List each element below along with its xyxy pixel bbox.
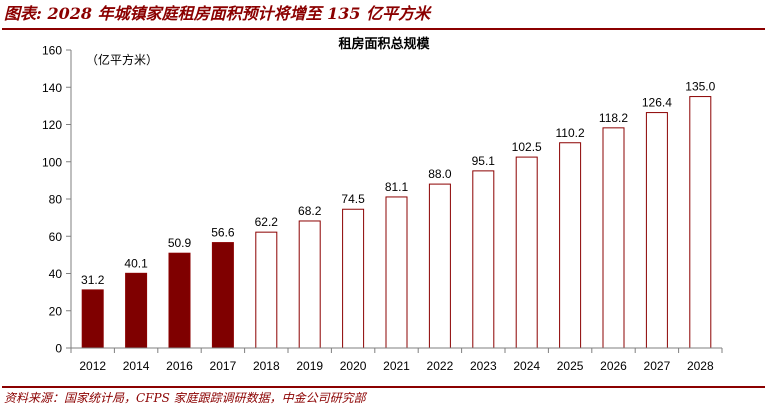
value-label-2020: 74.5 xyxy=(341,192,365,206)
value-label-2018: 62.2 xyxy=(255,215,279,229)
y-tick-label: 80 xyxy=(49,193,63,207)
y-tick-label: 20 xyxy=(49,304,63,318)
bar-2025 xyxy=(559,142,582,349)
value-label-2024: 102.5 xyxy=(512,140,542,154)
bar-2020 xyxy=(342,208,365,349)
bar-2019 xyxy=(298,220,321,349)
y-tick-label: 160 xyxy=(42,44,62,58)
bar-2017 xyxy=(211,242,234,349)
value-label-2014: 40.1 xyxy=(124,256,148,270)
figure-title: 图表: 2028 年城镇家庭租房面积预计将增至 135 亿平方米 xyxy=(4,4,431,23)
x-tick-label-2019: 2019 xyxy=(296,359,323,373)
value-label-2022: 88.0 xyxy=(428,167,452,181)
value-label-2026: 118.2 xyxy=(599,111,628,125)
source-note: 资料来源：国家统计局，CFPS 家庭跟踪调研数据，中金公司研究部 xyxy=(4,391,366,405)
value-label-2016: 50.9 xyxy=(168,236,192,250)
bar-2026 xyxy=(602,127,625,349)
y-tick-label: 100 xyxy=(42,155,62,169)
x-tick-label-2016: 2016 xyxy=(166,359,193,373)
value-label-2017: 56.6 xyxy=(211,226,235,240)
x-tick-label-2026: 2026 xyxy=(600,359,627,373)
y-tick-label: 60 xyxy=(49,230,63,244)
source-divider xyxy=(2,386,765,388)
title-divider xyxy=(2,28,765,30)
x-tick-label-2020: 2020 xyxy=(340,359,367,373)
y-tick-label: 40 xyxy=(49,267,63,281)
unit-label: （亿平方米） xyxy=(86,52,158,67)
bar-2018 xyxy=(255,231,278,349)
x-tick-label-2023: 2023 xyxy=(470,359,497,373)
x-tick-label-2022: 2022 xyxy=(427,359,454,373)
x-tick-label-2018: 2018 xyxy=(253,359,280,373)
value-label-2012: 31.2 xyxy=(81,273,105,287)
value-label-2021: 81.1 xyxy=(385,180,409,194)
value-label-2028: 135.0 xyxy=(685,80,715,94)
bar-2022 xyxy=(428,183,451,349)
bar-2012 xyxy=(81,289,104,349)
y-tick-label: 120 xyxy=(42,118,62,132)
value-label-2019: 68.2 xyxy=(298,204,322,218)
bar-2027 xyxy=(645,112,668,349)
bar-2024 xyxy=(515,156,538,349)
y-tick-label: 140 xyxy=(42,81,62,95)
x-tick-label-2014: 2014 xyxy=(123,359,150,373)
value-label-2025: 110.2 xyxy=(556,126,585,140)
value-label-2023: 95.1 xyxy=(472,154,496,168)
x-axis: 2012 2014 2016 2017 2018 2019 2020 2021 2022 2023… xyxy=(70,347,723,373)
x-tick-label-2024: 2024 xyxy=(513,359,540,373)
x-tick-label-2012: 2012 xyxy=(79,359,106,373)
x-tick-label-2021: 2021 xyxy=(383,359,410,373)
bar-chart: 租房面积总规模 （亿平方米） 0 20 40 60 80 100 120 140 160 31.… xyxy=(42,36,723,373)
x-tick-label-2017: 2017 xyxy=(210,359,237,373)
x-tick-label-2028: 2028 xyxy=(687,359,714,373)
bars: 31.2 40.1 50.9 56.6 62.2 68.2 74.5 81.1 88.0 95.1… xyxy=(81,80,716,349)
chart-title: 租房面积总规模 xyxy=(338,36,430,51)
bar-2014 xyxy=(125,272,148,349)
bar-2023 xyxy=(472,170,495,349)
bar-2028 xyxy=(689,96,712,349)
value-label-2027: 126.4 xyxy=(642,96,672,110)
y-axis: 0 20 40 60 80 100 120 140 160 xyxy=(42,44,72,356)
y-tick-label: 0 xyxy=(55,342,62,356)
bar-2016 xyxy=(168,252,191,349)
x-tick-label-2025: 2025 xyxy=(557,359,584,373)
bar-2021 xyxy=(385,196,408,349)
x-tick-label-2027: 2027 xyxy=(644,359,671,373)
